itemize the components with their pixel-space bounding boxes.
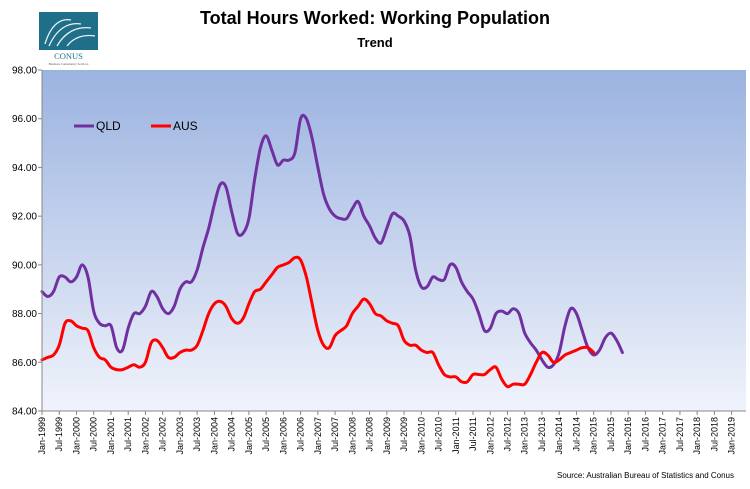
y-tick-label: 96.00 bbox=[12, 114, 37, 125]
x-tick-label: Jul-2007 bbox=[330, 417, 340, 452]
y-tick-label: 86.00 bbox=[12, 358, 37, 369]
conus-logo: CONUS Business Consultancy Services bbox=[37, 10, 100, 66]
x-tick-label: Jul-2015 bbox=[606, 417, 616, 452]
x-tick-label: Jul-2005 bbox=[261, 417, 271, 452]
x-tick-label: Jul-2001 bbox=[123, 417, 133, 452]
x-tick-label: Jul-2014 bbox=[571, 417, 581, 452]
logo-wordmark: CONUS bbox=[54, 51, 83, 61]
x-tick-label: Jan-2009 bbox=[382, 417, 392, 455]
x-tick-label: Jan-2001 bbox=[106, 417, 116, 455]
x-tick-label: Jul-2018 bbox=[709, 417, 719, 452]
series-line-aus bbox=[40, 255, 596, 389]
x-tick-label: Jan-2018 bbox=[692, 417, 702, 455]
x-tick-label: Jan-2017 bbox=[658, 417, 668, 455]
y-tick-label: 92.00 bbox=[12, 212, 37, 223]
chart-title: Total Hours Worked: Working Population bbox=[200, 8, 550, 28]
y-tick-label: 84.00 bbox=[12, 407, 37, 418]
x-tick-label: Jul-2017 bbox=[675, 417, 685, 452]
x-tick-label: Jan-2004 bbox=[209, 417, 219, 455]
logo-tagline: Business Consultancy Services bbox=[49, 62, 89, 66]
x-tick-label: Jul-2009 bbox=[399, 417, 409, 452]
x-tick-label: Jan-2002 bbox=[140, 417, 150, 455]
x-tick-label: Jul-1999 bbox=[54, 417, 64, 452]
x-tick-label: Jul-2006 bbox=[296, 417, 306, 452]
x-tick-label: Jul-2016 bbox=[640, 417, 650, 452]
legend: QLD AUS bbox=[74, 119, 198, 133]
y-tick-label: 98.00 bbox=[12, 66, 37, 77]
x-tick-label: Jan-2015 bbox=[589, 417, 599, 455]
y-tick-label: 88.00 bbox=[12, 309, 37, 320]
x-tick-label: Jan-2006 bbox=[278, 417, 288, 455]
x-tick-label: Jul-2008 bbox=[365, 417, 375, 452]
x-tick-label: Jan-2000 bbox=[71, 417, 81, 455]
x-tick-label: Jan-2014 bbox=[554, 417, 564, 455]
x-tick-label: Jan-2011 bbox=[451, 417, 461, 454]
x-tick-label: Jan-1999 bbox=[37, 417, 47, 455]
x-tick-label: Jan-2005 bbox=[244, 417, 254, 455]
x-tick-label: Jan-2010 bbox=[416, 417, 426, 455]
legend-label-aus: AUS bbox=[173, 119, 198, 133]
x-tick-label: Jul-2011 bbox=[468, 417, 478, 451]
legend-label-qld: QLD bbox=[96, 119, 121, 133]
x-tick-label: Jul-2010 bbox=[434, 417, 444, 452]
x-tick-label: Jul-2000 bbox=[89, 417, 99, 452]
source-note: Source: Australian Bureau of Statistics … bbox=[557, 471, 734, 480]
y-tick-label: 90.00 bbox=[12, 260, 37, 271]
x-tick-label: Jul-2002 bbox=[158, 417, 168, 452]
x-tick-label: Jul-2012 bbox=[503, 417, 513, 452]
x-tick-label: Jan-2013 bbox=[520, 417, 530, 455]
chart-subtitle: Trend bbox=[357, 35, 393, 50]
x-tick-label: Jul-2013 bbox=[537, 417, 547, 452]
x-tick-label: Jan-2008 bbox=[347, 417, 357, 455]
x-tick-label: Jan-2003 bbox=[175, 417, 185, 455]
x-tick-label: Jul-2004 bbox=[227, 417, 237, 452]
x-tick-label: Jan-2007 bbox=[313, 417, 323, 455]
x-tick-label: Jan-2012 bbox=[485, 417, 495, 455]
y-tick-label: 94.00 bbox=[12, 163, 37, 174]
x-tick-label: Jul-2003 bbox=[192, 417, 202, 452]
x-tick-label: Jan-2019 bbox=[727, 417, 737, 455]
x-tick-label: Jan-2016 bbox=[623, 417, 633, 455]
conus-logo-graphic: CONUS Business Consultancy Services bbox=[37, 10, 100, 66]
series-line-qld bbox=[40, 113, 624, 369]
